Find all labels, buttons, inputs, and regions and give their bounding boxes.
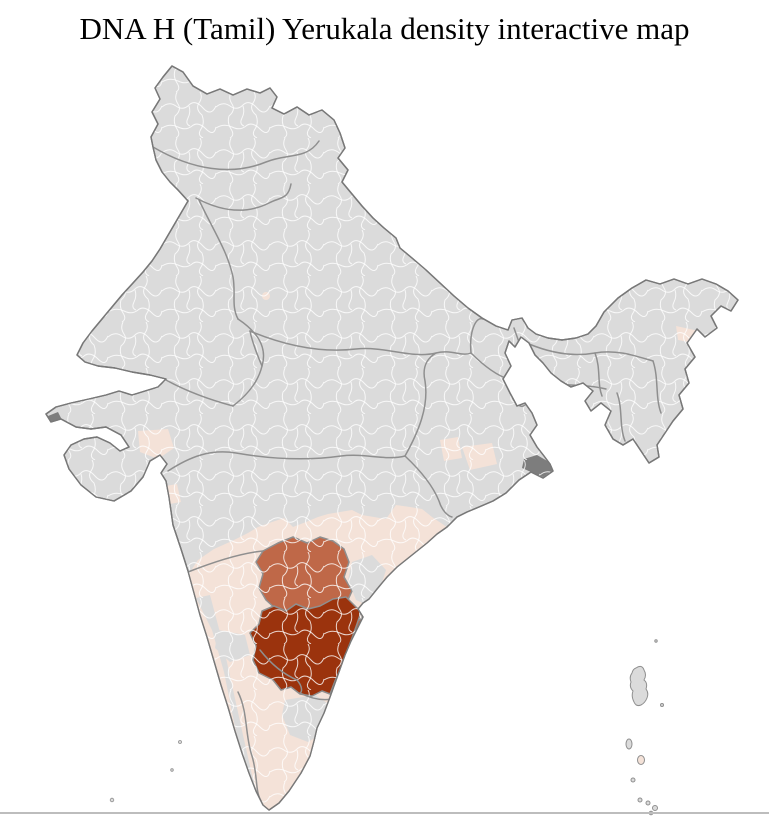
andaman-main-island <box>629 665 649 707</box>
country-outline <box>45 65 739 811</box>
bottom-divider <box>0 812 769 814</box>
lakshadweep-islands <box>109 740 182 803</box>
pale-island <box>637 755 645 765</box>
state-borders <box>152 140 662 802</box>
andaman-nicobar-islands <box>625 639 664 816</box>
page-title: DNA H (Tamil) Yerukala density interacti… <box>79 11 690 46</box>
